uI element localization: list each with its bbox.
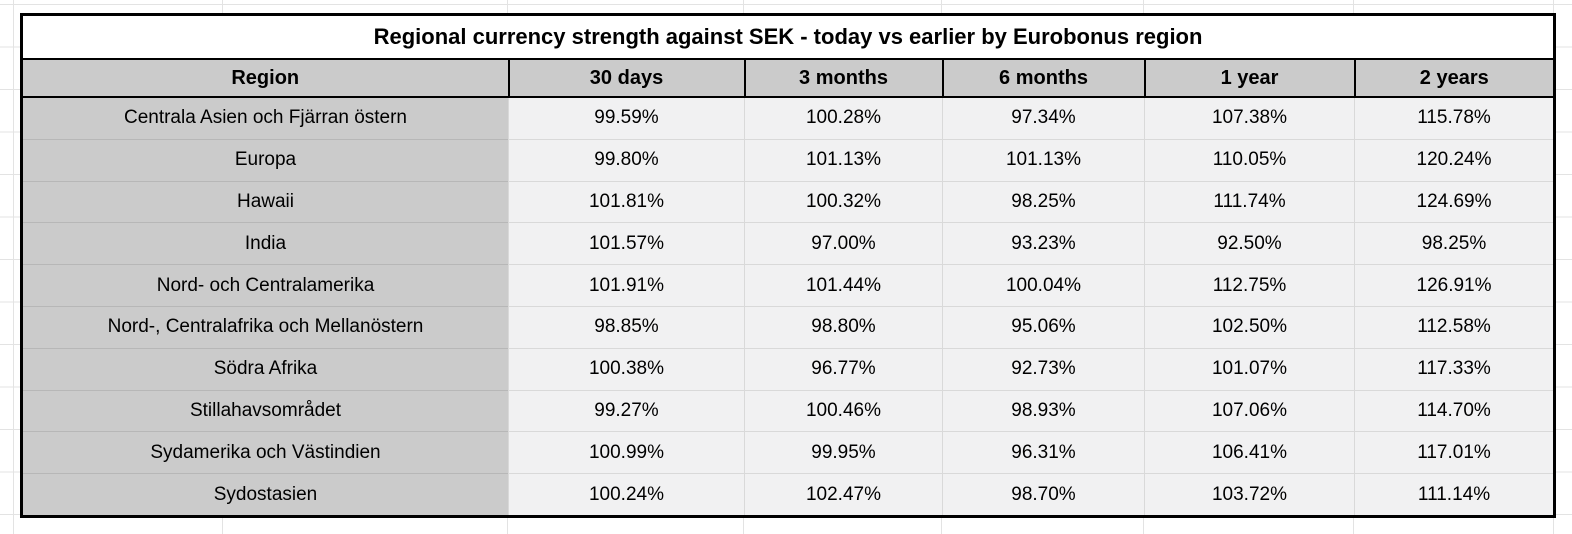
value-cell[interactable]: 120.24% [1353,138,1555,182]
value-cell[interactable]: 110.05% [1144,138,1355,182]
header-row: Region 30 days 3 months 6 months 1 year 2 yea… [20,58,1556,98]
table-row: Sydostasien 100.24% 102.47% 98.70% 103.72% 11… [21,473,1555,517]
column-header-period[interactable]: 2 years [1353,58,1556,98]
value-cell[interactable]: 111.14% [1353,473,1555,517]
value-cell[interactable]: 96.77% [744,347,943,391]
value-cell[interactable]: 106.41% [1144,431,1355,474]
region-cell[interactable]: Stillahavsområdet [21,389,509,432]
value-cell[interactable]: 98.80% [744,305,943,349]
region-cell[interactable]: Nord- och Centralamerika [21,264,509,307]
value-cell[interactable]: 101.81% [508,180,745,223]
value-cell[interactable]: 117.01% [1353,431,1555,474]
value-cell[interactable]: 101.57% [508,222,745,265]
value-cell[interactable]: 99.80% [508,138,745,182]
value-cell[interactable]: 117.33% [1353,347,1555,391]
value-cell[interactable]: 100.04% [942,264,1145,307]
value-cell[interactable]: 99.27% [508,389,745,432]
column-header-period[interactable]: 6 months [941,58,1146,98]
value-cell[interactable]: 100.24% [508,473,745,517]
value-cell[interactable]: 101.13% [942,138,1145,182]
value-cell[interactable]: 98.93% [942,389,1145,432]
region-cell[interactable]: Hawaii [21,180,509,223]
table-row: Europa 99.80% 101.13% 101.13% 110.05% 120.24% [21,138,1555,182]
region-cell[interactable]: Sydamerika och Västindien [21,431,509,474]
table-row: Hawaii 101.81% 100.32% 98.25% 111.74% 124.69% [21,180,1555,223]
table-row: Centrala Asien och Fjärran östern 99.59% 1… [21,96,1555,140]
value-cell[interactable]: 100.46% [744,389,943,432]
table-row: India 101.57% 97.00% 93.23% 92.50% 98.25% [21,222,1555,265]
region-cell[interactable]: Södra Afrika [21,347,509,391]
value-cell[interactable]: 103.72% [1144,473,1355,517]
region-cell[interactable]: Sydostasien [21,473,509,517]
region-cell[interactable]: Europa [21,138,509,182]
value-cell[interactable]: 100.28% [744,96,943,140]
value-cell[interactable]: 98.85% [508,305,745,349]
table-row: Nord-, Centralafrika och Mellanöstern 98.… [21,305,1555,349]
value-cell[interactable]: 99.59% [508,96,745,140]
table-row: Stillahavsområdet 99.27% 100.46% 98.93% 107.… [21,389,1555,432]
table-row: Nord- och Centralamerika 101.91% 101.44% 10… [21,264,1555,307]
value-cell[interactable]: 126.91% [1353,264,1555,307]
currency-strength-table: Regional currency strength against SEK -… [20,13,1557,518]
value-cell[interactable]: 99.95% [744,431,943,474]
value-cell[interactable]: 101.13% [744,138,943,182]
value-cell[interactable]: 112.75% [1144,264,1355,307]
region-cell[interactable]: Centrala Asien och Fjärran östern [21,96,509,140]
table-row: Södra Afrika 100.38% 96.77% 92.73% 101.07% 11… [21,347,1555,391]
value-cell[interactable]: 95.06% [942,305,1145,349]
value-cell[interactable]: 96.31% [942,431,1145,474]
column-header-period[interactable]: 30 days [507,58,746,98]
value-cell[interactable]: 98.25% [1353,222,1555,265]
value-cell[interactable]: 100.99% [508,431,745,474]
value-cell[interactable]: 107.38% [1144,96,1355,140]
value-cell[interactable]: 100.38% [508,347,745,391]
value-cell[interactable]: 97.00% [744,222,943,265]
value-cell[interactable]: 111.74% [1144,180,1355,223]
value-cell[interactable]: 101.44% [744,264,943,307]
table-row: Sydamerika och Västindien 100.99% 99.95% 96… [21,431,1555,474]
value-cell[interactable]: 102.50% [1144,305,1355,349]
value-cell[interactable]: 101.91% [508,264,745,307]
value-cell[interactable]: 124.69% [1353,180,1555,223]
region-cell[interactable]: India [21,222,509,265]
value-cell[interactable]: 114.70% [1353,389,1555,432]
value-cell[interactable]: 101.07% [1144,347,1355,391]
value-cell[interactable]: 115.78% [1353,96,1555,140]
value-cell[interactable]: 92.50% [1144,222,1355,265]
value-cell[interactable]: 100.32% [744,180,943,223]
value-cell[interactable]: 92.73% [942,347,1145,391]
value-cell[interactable]: 98.25% [942,180,1145,223]
value-cell[interactable]: 102.47% [744,473,943,517]
value-cell[interactable]: 97.34% [942,96,1145,140]
column-header-period[interactable]: 1 year [1143,58,1356,98]
value-cell[interactable]: 93.23% [942,222,1145,265]
value-cell[interactable]: 98.70% [942,473,1145,517]
value-cell[interactable]: 107.06% [1144,389,1355,432]
region-cell[interactable]: Nord-, Centralafrika och Mellanöstern [21,305,509,349]
column-header-region[interactable]: Region [20,58,510,98]
title-row: Regional currency strength against SEK -… [20,13,1556,60]
value-cell[interactable]: 112.58% [1353,305,1555,349]
table-title[interactable]: Regional currency strength against SEK -… [20,13,1556,60]
column-header-period[interactable]: 3 months [743,58,944,98]
